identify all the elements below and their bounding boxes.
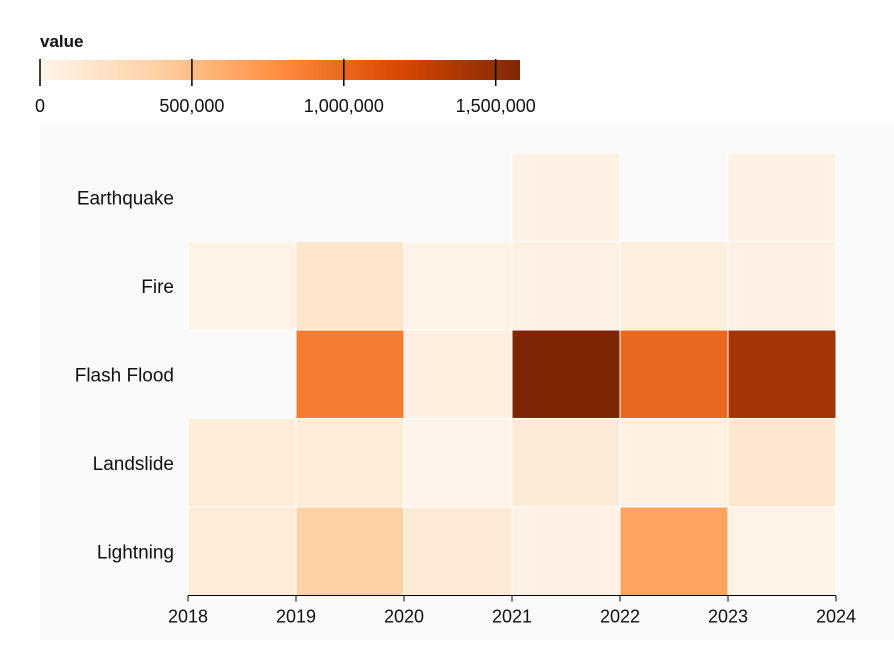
row-label: Flash Flood: [75, 365, 174, 386]
heatmap-cell: [187, 418, 297, 508]
row-label: Earthquake: [77, 188, 174, 209]
heatmap-cell: [511, 418, 621, 508]
heatmap-cell: [511, 152, 621, 242]
x-tick-label: 2023: [708, 607, 748, 627]
heatmap-cell: [403, 418, 513, 508]
heatmap-cell: [727, 329, 837, 419]
legend-tick-label: 1,500,000: [456, 96, 536, 116]
heatmap-cell: [511, 241, 621, 331]
heatmap-cell: [727, 506, 837, 596]
heatmap-cell: [295, 241, 405, 331]
heatmap-cell: [187, 241, 297, 331]
row-labels: Earthquake Fire Flash Flood Landslide Lightn…: [75, 188, 174, 563]
heatmap-cell: [295, 506, 405, 596]
heatmap-cell: [619, 241, 729, 331]
x-tick-label: 2019: [276, 607, 316, 627]
x-tick-label: 2018: [168, 607, 208, 627]
x-tick-label: 2020: [384, 607, 424, 627]
legend-tick-label: 500,000: [159, 96, 224, 116]
heatmap-cell: [403, 506, 513, 596]
heatmap-cell: [727, 418, 837, 508]
legend-tick-label: 0: [35, 96, 45, 116]
heatmap-cell: [295, 329, 405, 419]
heatmap-cell: [295, 418, 405, 508]
heatmap-cell: [727, 241, 837, 331]
heatmap-cell: [187, 506, 297, 596]
row-label: Lightning: [97, 542, 174, 563]
heatmap-cell: [727, 152, 837, 242]
row-label: Fire: [141, 277, 174, 298]
x-tick-label: 2021: [492, 607, 532, 627]
heatmap-cells: [187, 152, 837, 596]
legend-title: value: [40, 32, 83, 51]
x-axis: 2018 2019 2020 2021 2022 2023 2024: [168, 595, 856, 627]
heatmap-cell: [619, 329, 729, 419]
heatmap-cell: [511, 506, 621, 596]
x-tick-label: 2024: [816, 607, 856, 627]
heatmap-cell: [619, 418, 729, 508]
x-tick-label: 2022: [600, 607, 640, 627]
heatmap-cell: [619, 506, 729, 596]
heatmap-cell: [511, 329, 621, 419]
legend-color-ramp: [40, 60, 520, 80]
legend-tick-label: 1,000,000: [304, 96, 384, 116]
color-legend: value 0 500,000 1,000,000 1,500,000: [35, 32, 536, 116]
heatmap-cell: [403, 329, 513, 419]
row-label: Landslide: [93, 454, 174, 475]
heatmap-cell: [403, 241, 513, 331]
